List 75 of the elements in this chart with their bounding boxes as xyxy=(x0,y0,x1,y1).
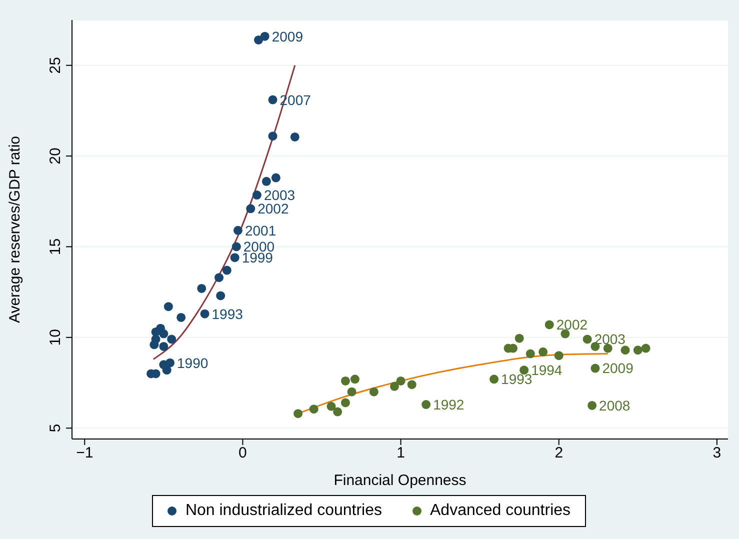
point xyxy=(262,176,271,186)
annotation: 1994 xyxy=(531,362,562,378)
annotation: 2001 xyxy=(244,222,276,238)
y-tick-label: 5 xyxy=(47,424,64,432)
x-tick-label: 3 xyxy=(712,444,722,462)
point xyxy=(268,132,278,141)
point xyxy=(162,366,172,375)
point xyxy=(230,253,240,262)
annotation: 1992 xyxy=(433,396,464,413)
point xyxy=(246,204,256,214)
annotation: 2002 xyxy=(556,316,588,333)
point xyxy=(252,190,262,200)
x-tick-label: −1 xyxy=(76,444,94,462)
point xyxy=(166,358,175,368)
point xyxy=(167,334,176,344)
y-tick-label: 20 xyxy=(47,148,64,164)
point xyxy=(641,344,650,353)
point xyxy=(369,387,378,396)
y-tick-label: 15 xyxy=(47,238,64,256)
point xyxy=(620,346,630,355)
annotation: 2009 xyxy=(602,360,634,376)
point xyxy=(514,334,524,343)
point xyxy=(590,364,600,373)
point xyxy=(350,374,360,384)
x-axis-title: Financial Openness xyxy=(334,472,466,489)
point xyxy=(326,402,336,411)
annotation: 2002 xyxy=(258,200,289,217)
annotation: 1993 xyxy=(501,371,532,388)
x-tick-label: 0 xyxy=(238,444,247,462)
point xyxy=(340,376,350,386)
point xyxy=(544,320,554,330)
point xyxy=(159,342,168,351)
y-axis-title: Average reserves/GDP ratio xyxy=(6,136,24,324)
point xyxy=(176,312,186,322)
legend-label: Non industrialized countries xyxy=(184,502,382,520)
annotation: 1993 xyxy=(212,306,244,322)
point xyxy=(526,349,535,358)
point xyxy=(214,273,224,282)
point xyxy=(554,351,564,360)
point xyxy=(309,404,318,414)
y-tick-label: 25 xyxy=(47,57,64,74)
x-tick-label: 1 xyxy=(396,444,405,462)
y-tick-label: 10 xyxy=(47,329,64,346)
point xyxy=(390,382,399,391)
legend-label: Advanced countries xyxy=(429,502,571,520)
point xyxy=(538,347,548,356)
point xyxy=(216,291,226,300)
annotation: 2008 xyxy=(599,397,630,414)
point xyxy=(588,400,597,410)
point xyxy=(347,387,356,396)
point xyxy=(268,95,278,104)
point xyxy=(582,334,592,344)
point xyxy=(422,400,431,410)
point xyxy=(222,266,232,275)
point xyxy=(159,329,168,338)
point xyxy=(333,407,342,416)
point xyxy=(294,409,303,418)
point xyxy=(633,346,642,355)
x-tick-label: 2 xyxy=(554,444,564,462)
annotation: 2009 xyxy=(272,28,304,44)
point xyxy=(164,302,173,312)
point xyxy=(233,226,242,235)
point xyxy=(200,309,210,318)
annotation: 2003 xyxy=(264,187,296,204)
point xyxy=(396,376,406,386)
point xyxy=(254,35,264,44)
point xyxy=(271,173,280,182)
point xyxy=(290,132,300,142)
point xyxy=(407,380,416,390)
point xyxy=(340,398,350,408)
point xyxy=(232,242,241,252)
point xyxy=(197,284,206,293)
annotation: 2003 xyxy=(594,331,626,348)
point xyxy=(490,374,499,384)
annotation: 1990 xyxy=(177,354,208,371)
